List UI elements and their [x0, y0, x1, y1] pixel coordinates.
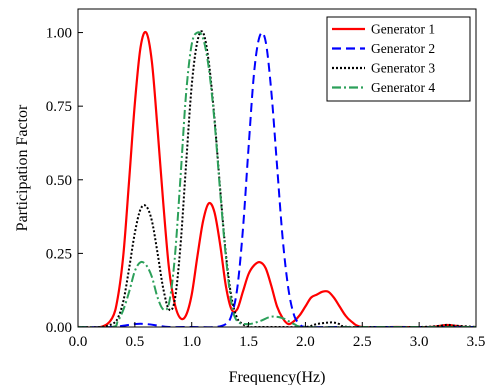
- legend-label-generator-4: Generator 4: [371, 80, 435, 95]
- y-tick-label: 0.75: [46, 99, 72, 115]
- axes: 0.0 0.5 1.0 1.5 2.0 2.5 3.0 3.5 0.00 0.25 0.50 0.75…: [46, 8, 486, 350]
- x-tick-label: 1.5: [239, 334, 258, 350]
- legend-label-generator-3: Generator 3: [371, 61, 435, 76]
- y-tick-label: 0.25: [46, 246, 72, 262]
- x-tick-label: 2.5: [353, 334, 372, 350]
- x-axis-label: Frequency(Hz): [229, 369, 326, 385]
- legend-label-generator-1: Generator 1: [371, 22, 435, 37]
- x-tick-label: 3.0: [410, 334, 429, 350]
- y-tick-label: 0.50: [46, 173, 72, 189]
- plot-frame: [77, 8, 477, 328]
- y-axis-label: Participation Factor: [14, 104, 31, 231]
- series-line-generator-1: [78, 30, 476, 327]
- x-tick-label: 0.0: [69, 334, 88, 350]
- legend: Generator 1 Generator 2 Generator 3 Generat…: [326, 16, 471, 102]
- series-line-generator-4: [78, 31, 476, 327]
- plot-area: [78, 30, 476, 327]
- x-tick-label: 1.0: [182, 334, 201, 350]
- y-tick-label: 0.00: [46, 320, 72, 336]
- legend-label-generator-2: Generator 2: [371, 41, 435, 56]
- x-tick-label: 0.5: [125, 334, 144, 350]
- y-tick-label: 1.00: [46, 26, 72, 42]
- series-line-generator-2: [78, 31, 476, 327]
- x-tick-label: 2.0: [296, 334, 315, 350]
- x-tick-label: 3.5: [467, 334, 486, 350]
